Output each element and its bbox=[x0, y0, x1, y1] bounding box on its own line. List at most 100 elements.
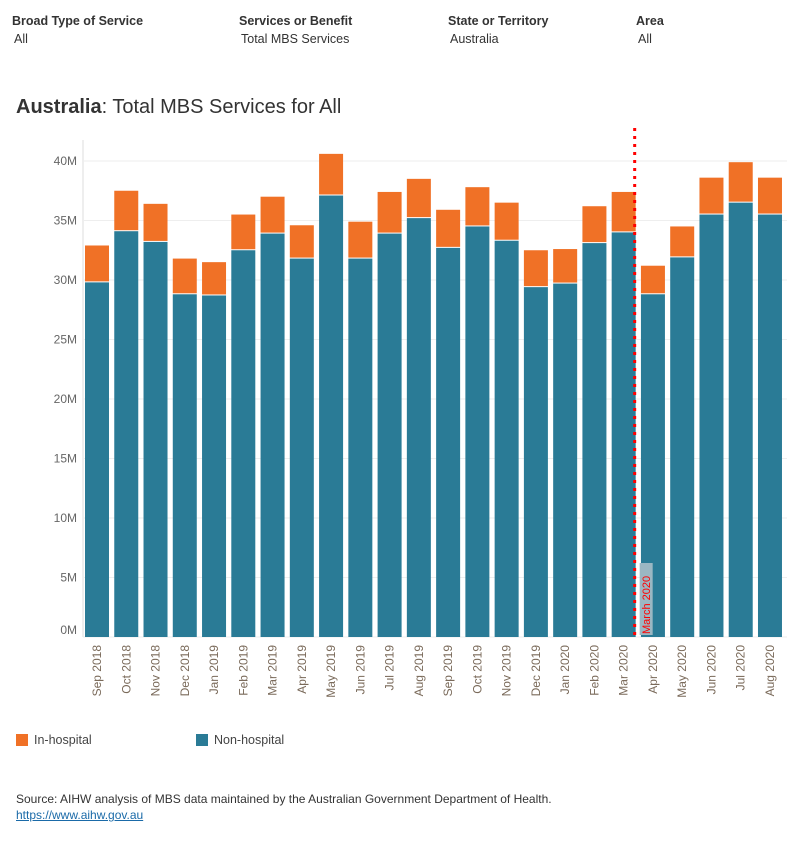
legend-swatch-non-hospital bbox=[196, 734, 208, 746]
x-tick-label: Oct 2018 bbox=[119, 645, 133, 694]
bar-in-hospital bbox=[231, 214, 256, 250]
x-tick-label: Mar 2019 bbox=[266, 645, 280, 696]
bar-in-hospital bbox=[319, 153, 344, 195]
x-tick-label: Apr 2019 bbox=[295, 645, 309, 694]
bar-non-hospital bbox=[611, 232, 636, 637]
filter-label: Services or Benefit bbox=[239, 14, 353, 28]
title-rest: : Total MBS Services for All bbox=[101, 96, 342, 118]
x-tick-label: May 2020 bbox=[675, 645, 689, 698]
filter-value[interactable]: All bbox=[638, 32, 652, 46]
legend-label: In-hospital bbox=[34, 733, 92, 747]
legend-swatch-in-hospital bbox=[16, 734, 28, 746]
x-tick-label: Nov 2019 bbox=[500, 645, 514, 697]
x-tick-label: Jun 2020 bbox=[704, 645, 718, 695]
x-tick-label: May 2019 bbox=[324, 645, 338, 698]
bar-in-hospital bbox=[289, 225, 314, 258]
bar-non-hospital bbox=[289, 258, 314, 637]
bar-in-hospital bbox=[494, 202, 519, 240]
bar-in-hospital bbox=[172, 258, 197, 294]
legend-label: Non-hospital bbox=[214, 733, 285, 747]
x-tick-label: Oct 2019 bbox=[470, 645, 484, 694]
bar-non-hospital bbox=[670, 257, 695, 637]
filter-value[interactable]: Australia bbox=[450, 32, 499, 46]
bar-in-hospital bbox=[348, 221, 373, 258]
filter-label: Area bbox=[636, 14, 664, 28]
bar-non-hospital bbox=[553, 283, 578, 637]
bar-in-hospital bbox=[143, 203, 168, 241]
bar-in-hospital bbox=[377, 191, 402, 233]
filter-area[interactable]: Area All bbox=[636, 14, 664, 46]
x-tick-label: Jan 2020 bbox=[558, 645, 572, 695]
bar-in-hospital bbox=[670, 226, 695, 257]
bar-in-hospital bbox=[202, 262, 227, 295]
bar-non-hospital bbox=[494, 240, 519, 638]
x-tick-label: Sep 2018 bbox=[90, 645, 104, 697]
bar-in-hospital bbox=[114, 190, 139, 231]
bar-non-hospital bbox=[319, 195, 344, 637]
y-tick-label: 0M bbox=[60, 623, 77, 637]
y-tick-label: 30M bbox=[54, 273, 77, 287]
filter-label: State or Territory bbox=[448, 14, 549, 28]
bar-in-hospital bbox=[757, 177, 782, 214]
bar-in-hospital bbox=[260, 196, 285, 233]
stacked-bar-chart: 0M 5M 10M 15M 20M 25M 30M 35M 40M Sep 2018 Oct 201… bbox=[54, 128, 787, 698]
bar-in-hospital bbox=[436, 209, 461, 247]
bar-non-hospital bbox=[582, 243, 607, 638]
aihw-link[interactable]: https://www.aihw.gov.au bbox=[16, 808, 144, 822]
bar-in-hospital bbox=[465, 187, 490, 226]
filter-value[interactable]: Total MBS Services bbox=[241, 32, 350, 46]
y-tick-label: 15M bbox=[54, 452, 77, 466]
bar-in-hospital bbox=[406, 178, 431, 218]
y-tick-label: 35M bbox=[54, 214, 77, 228]
bar-in-hospital bbox=[85, 245, 109, 282]
y-tick-label: 25M bbox=[54, 333, 77, 347]
chart-title: Australia: Total MBS Services for All bbox=[16, 96, 341, 119]
y-tick-label: 10M bbox=[54, 511, 77, 525]
x-tick-label: Aug 2020 bbox=[763, 645, 777, 697]
y-tick-label: 5M bbox=[60, 571, 77, 585]
bar-in-hospital bbox=[699, 177, 724, 214]
source-note: Source: AIHW analysis of MBS data mainta… bbox=[16, 792, 552, 806]
x-tick-label: Feb 2020 bbox=[587, 645, 601, 696]
legend-in-hospital[interactable]: In-hospital bbox=[16, 733, 92, 747]
bar-in-hospital bbox=[728, 162, 753, 202]
bar-in-hospital bbox=[640, 265, 665, 294]
bar-in-hospital bbox=[523, 250, 548, 287]
annotation-label: March 2020 bbox=[641, 576, 653, 634]
bar-non-hospital bbox=[406, 218, 431, 637]
bar-in-hospital bbox=[611, 191, 636, 232]
x-tick-label: Feb 2019 bbox=[236, 645, 250, 696]
bar-non-hospital bbox=[202, 295, 227, 637]
x-tick-label: Jan 2019 bbox=[207, 645, 221, 695]
x-tick-label: Jul 2020 bbox=[734, 645, 748, 691]
bar-non-hospital bbox=[728, 202, 753, 637]
y-tick-label: 40M bbox=[54, 154, 77, 168]
bar-non-hospital bbox=[757, 214, 782, 638]
y-tick-label: 20M bbox=[54, 392, 77, 406]
bar-in-hospital bbox=[553, 249, 578, 283]
title-region: Australia bbox=[16, 96, 102, 118]
x-tick-label: Aug 2019 bbox=[412, 645, 426, 697]
bar-non-hospital bbox=[231, 250, 256, 637]
bar-non-hospital bbox=[377, 233, 402, 637]
filter-broad-type[interactable]: Broad Type of Service All bbox=[12, 14, 143, 46]
filter-value[interactable]: All bbox=[14, 32, 28, 46]
bar-non-hospital bbox=[436, 247, 461, 637]
x-tick-label: Jun 2019 bbox=[353, 645, 367, 695]
bar-non-hospital bbox=[699, 214, 724, 638]
bar-non-hospital bbox=[465, 226, 490, 637]
legend-non-hospital[interactable]: Non-hospital bbox=[196, 733, 284, 747]
bar-non-hospital bbox=[114, 231, 139, 637]
bar-non-hospital bbox=[143, 241, 168, 638]
bar-non-hospital bbox=[172, 294, 197, 637]
bar-in-hospital bbox=[582, 206, 607, 243]
bar-non-hospital bbox=[348, 258, 373, 637]
x-tick-label: Jul 2019 bbox=[383, 645, 397, 691]
filter-services-benefit[interactable]: Services or Benefit Total MBS Services bbox=[239, 14, 352, 46]
annotation-label-bg bbox=[639, 563, 653, 635]
filter-state-territory[interactable]: State or Territory Australia bbox=[448, 14, 549, 46]
x-tick-label: Sep 2019 bbox=[441, 645, 455, 697]
bar-non-hospital bbox=[523, 287, 548, 637]
bar-non-hospital bbox=[260, 233, 285, 637]
x-tick-label: Dec 2019 bbox=[529, 645, 543, 697]
